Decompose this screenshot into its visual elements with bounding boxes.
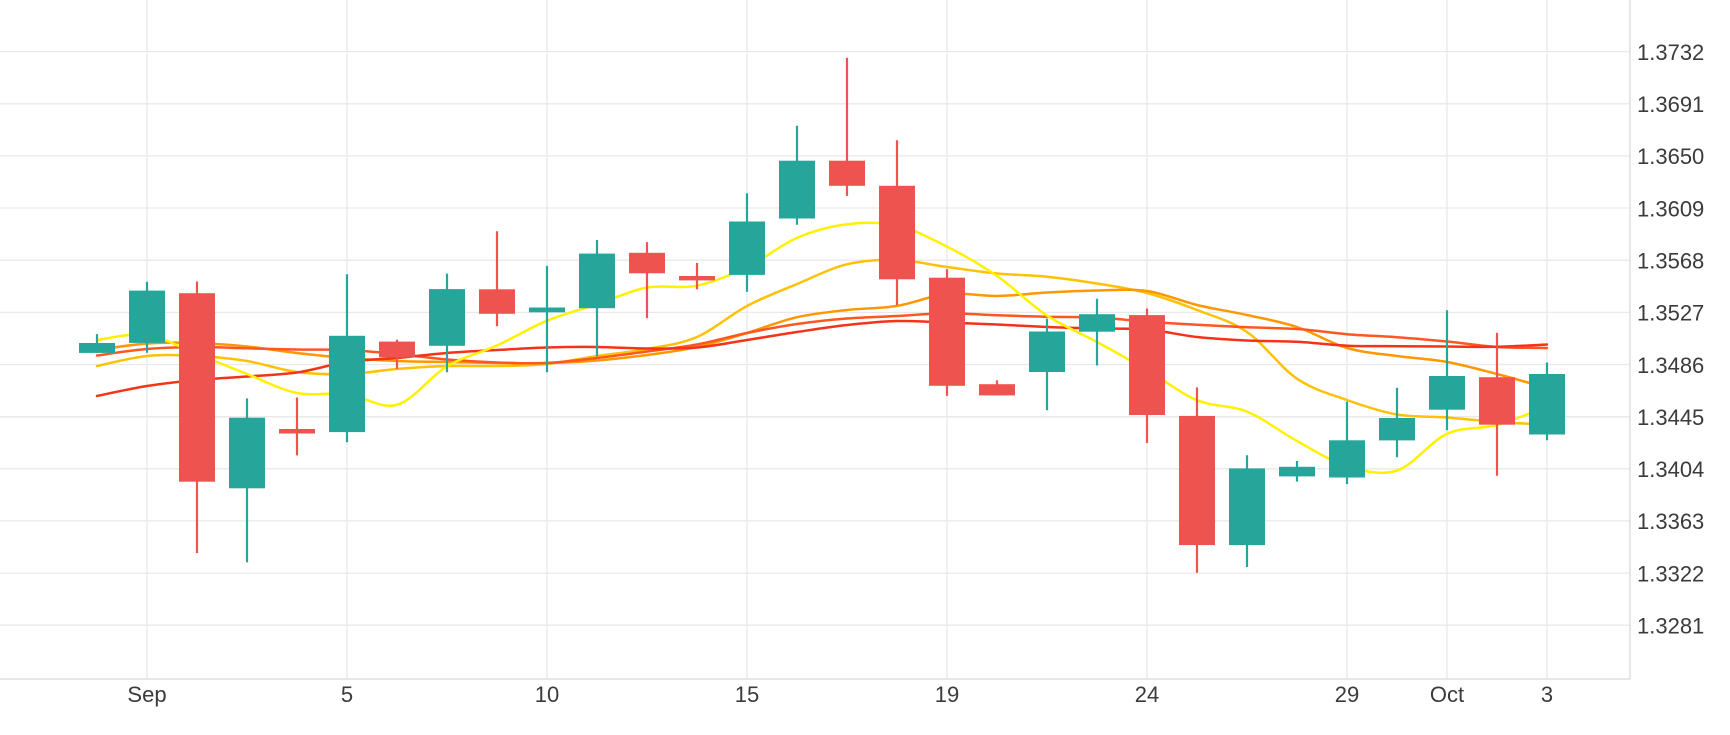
svg-text:1.3568: 1.3568: [1637, 249, 1704, 274]
svg-text:3: 3: [1541, 682, 1553, 707]
svg-text:24: 24: [1135, 682, 1159, 707]
svg-text:19: 19: [935, 682, 959, 707]
svg-text:1.3363: 1.3363: [1637, 509, 1704, 534]
svg-text:1.3322: 1.3322: [1637, 561, 1704, 586]
svg-text:1.3609: 1.3609: [1637, 196, 1704, 221]
svg-text:10: 10: [535, 682, 559, 707]
svg-text:Oct: Oct: [1430, 682, 1464, 707]
svg-text:15: 15: [735, 682, 759, 707]
svg-text:1.3445: 1.3445: [1637, 405, 1704, 430]
svg-text:1.3404: 1.3404: [1637, 457, 1704, 482]
svg-text:Sep: Sep: [127, 682, 166, 707]
svg-text:1.3691: 1.3691: [1637, 92, 1704, 117]
svg-text:5: 5: [341, 682, 353, 707]
svg-text:1.3486: 1.3486: [1637, 353, 1704, 378]
svg-text:1.3281: 1.3281: [1637, 614, 1704, 639]
svg-text:1.3527: 1.3527: [1637, 301, 1704, 326]
svg-text:1.3732: 1.3732: [1637, 40, 1704, 65]
svg-text:1.3650: 1.3650: [1637, 144, 1704, 169]
svg-text:29: 29: [1335, 682, 1359, 707]
